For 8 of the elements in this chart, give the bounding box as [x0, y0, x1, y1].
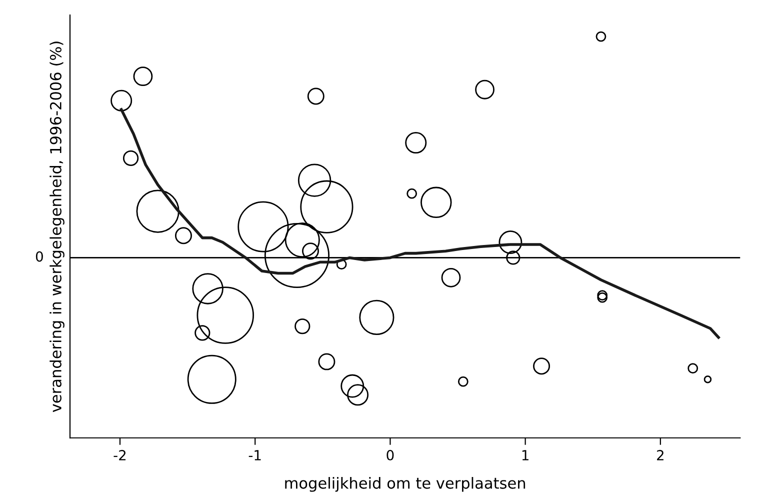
x-tick-label: -1	[248, 450, 261, 460]
x-tick-label: 2	[657, 450, 664, 460]
y-axis-title: verandering in werkgelegenheid, 1996-2006 (%)	[50, 42, 64, 412]
ref-line-label: 0	[36, 251, 43, 262]
x-axis-title: mogelijkheid om te verplaatsen	[285, 477, 526, 492]
x-tick-label: 1	[522, 450, 528, 460]
x-tick-label: 0	[386, 450, 394, 460]
x-tick-label: -2	[114, 450, 126, 460]
